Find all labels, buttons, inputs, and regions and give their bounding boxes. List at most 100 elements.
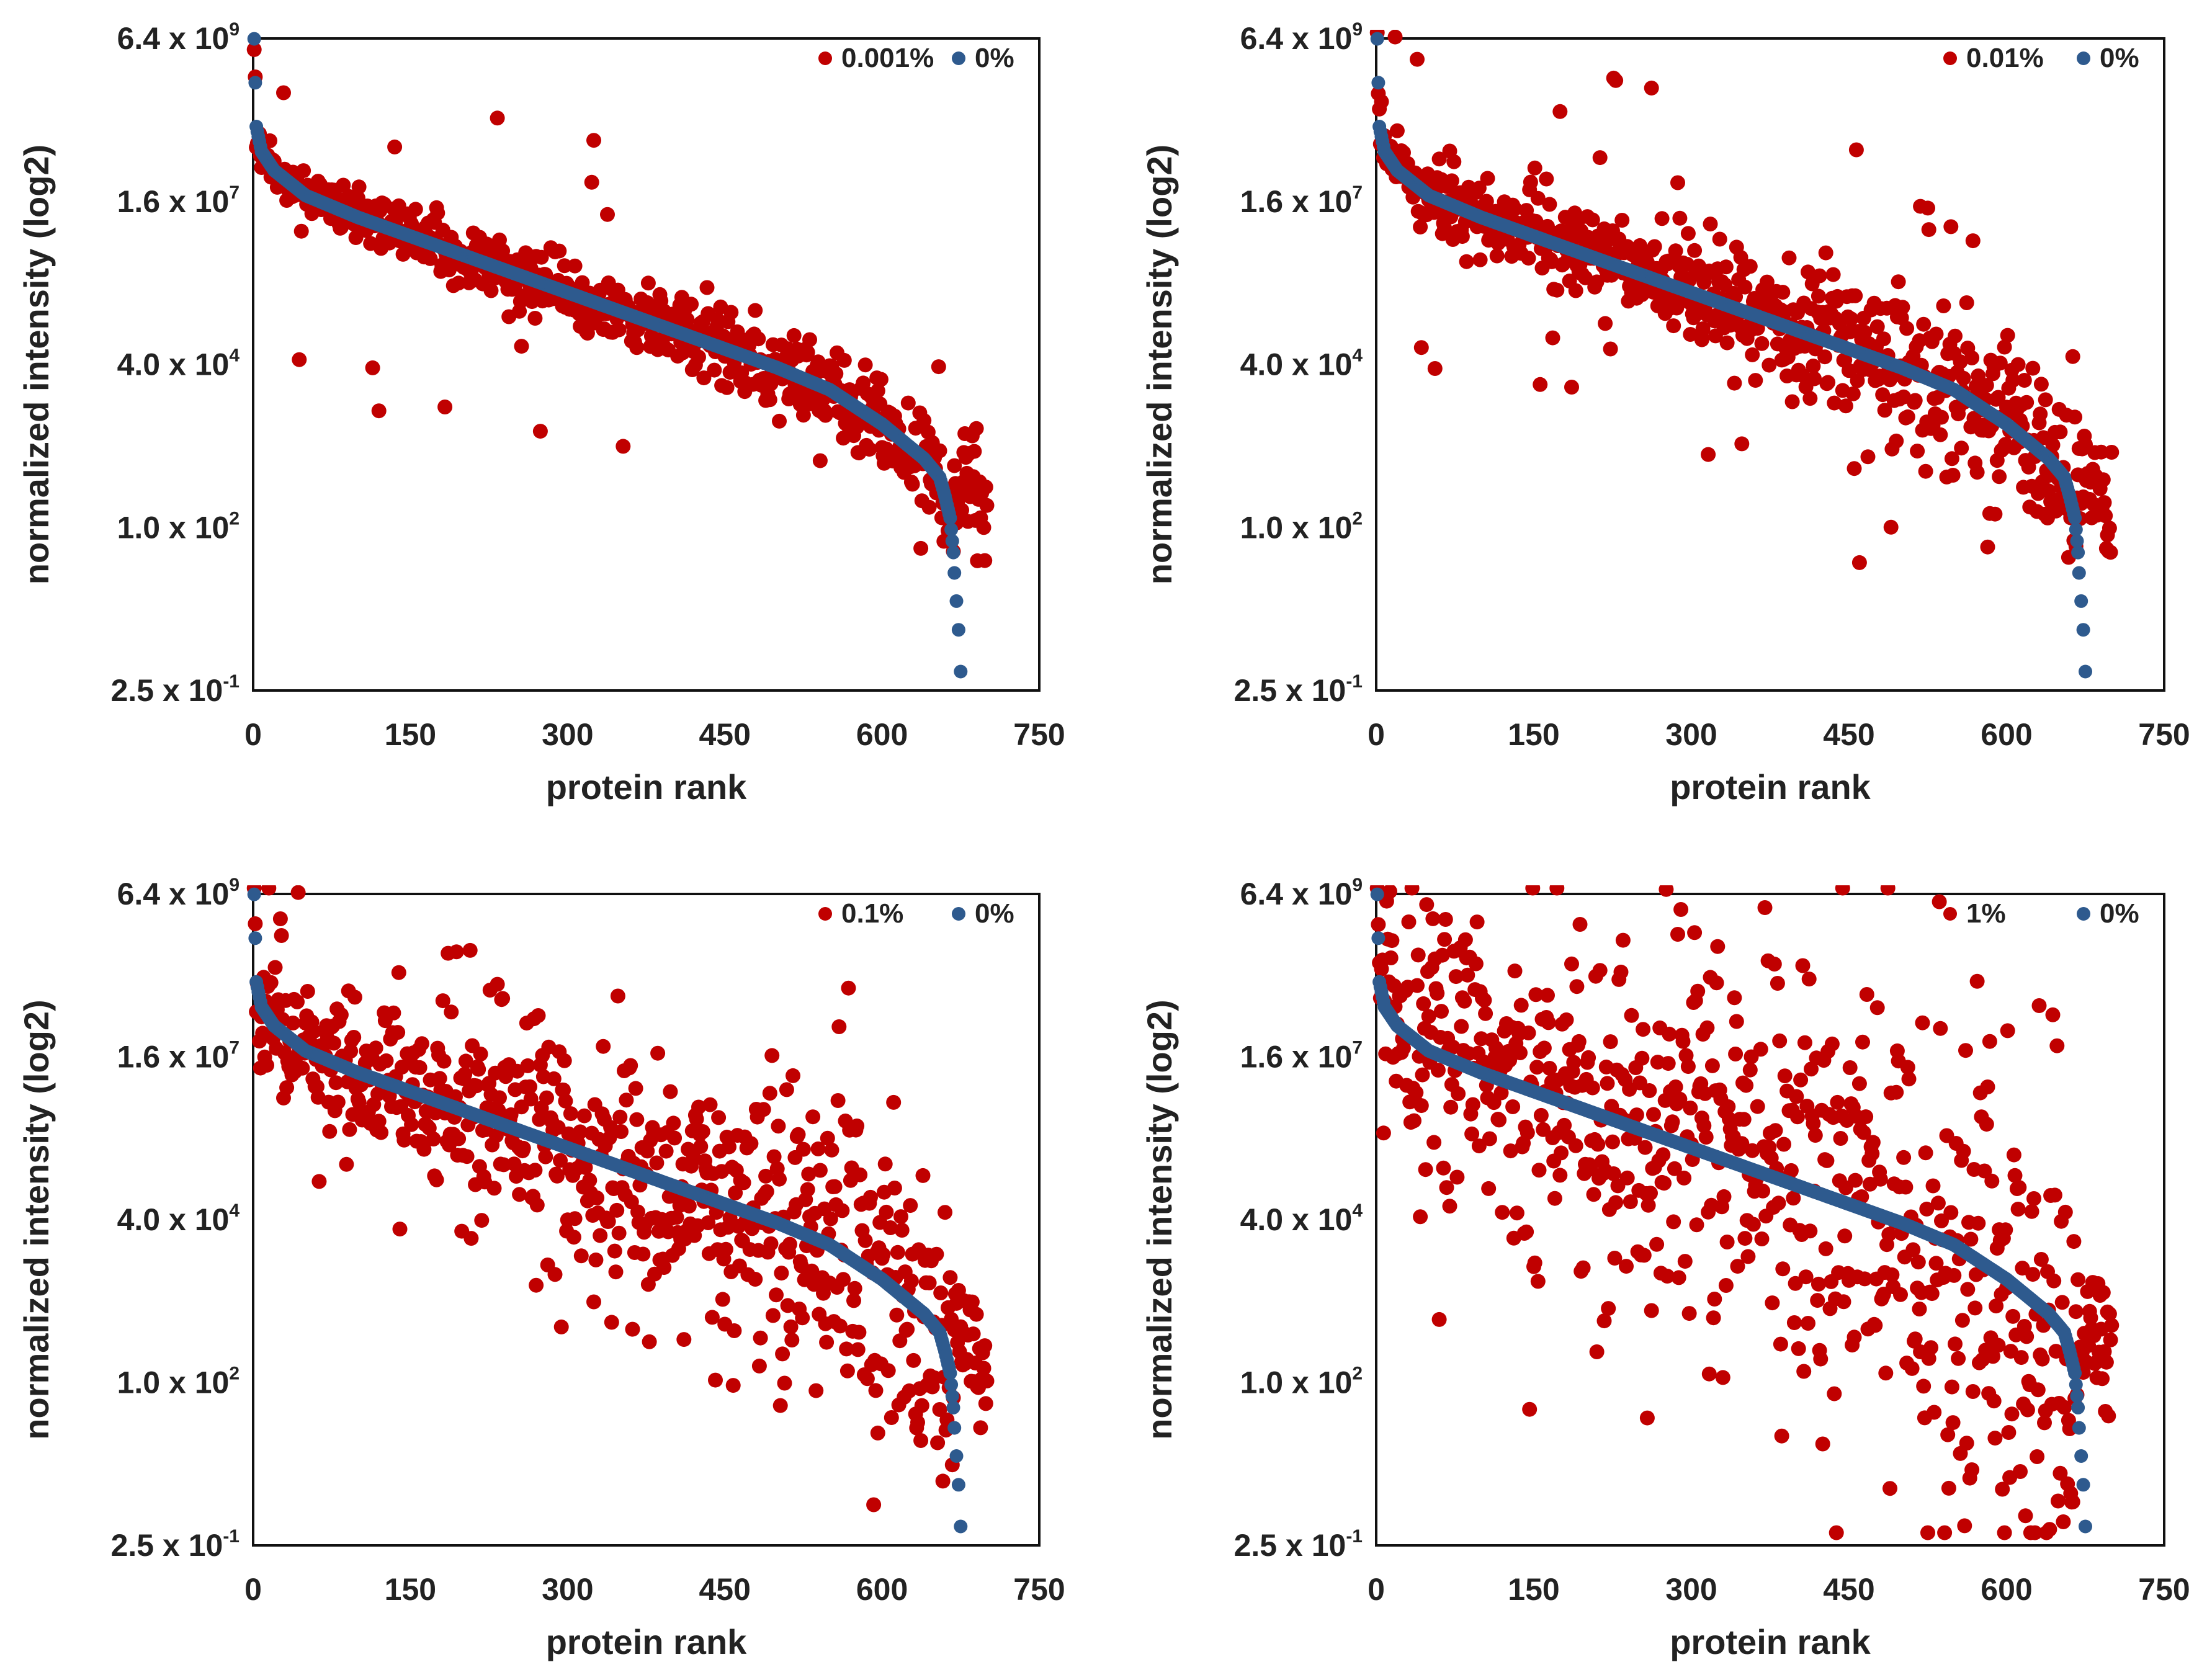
scatter-point-1%: [1600, 1076, 1615, 1091]
y-tick-label: 4.0 x 104: [1240, 346, 1363, 382]
scatter-point-1%: [1813, 1351, 1829, 1367]
scatter-point-1%: [1944, 1379, 1959, 1395]
scatter-point-0.001%: [567, 258, 583, 274]
scatter-point-1%: [1958, 1043, 1973, 1058]
scatter-point-1%: [1426, 1135, 1442, 1150]
scatter-point-0.1%: [764, 1048, 780, 1063]
scatter-point-0.1%: [835, 1203, 850, 1218]
scatter-point-0.1%: [711, 1110, 727, 1125]
scatter-point-0.001%: [921, 499, 937, 515]
scatter-point-1%: [1948, 1336, 1963, 1352]
scatter-point-1%: [1687, 925, 1703, 941]
scatter-point-0.001%: [772, 413, 787, 429]
legend-marker: [952, 907, 965, 921]
scatter-point-1%: [1716, 1189, 1732, 1204]
scatter-point-1%: [2027, 1525, 2043, 1540]
scatter-point-1%: [1439, 1180, 1454, 1195]
scatter-point-1%: [1833, 1131, 1848, 1146]
scatter-point-1%: [1557, 1117, 1572, 1133]
scatter-point-1%: [1919, 1201, 1935, 1217]
scatter-point-0.01%: [1992, 469, 2007, 485]
scatter-point-0.1%: [930, 1435, 946, 1450]
scatter-point-1%: [1786, 1191, 1801, 1206]
scatter-point-1%: [1727, 990, 1742, 1006]
scatter-point-0.1%: [567, 1211, 583, 1226]
scatter-point-1%: [1536, 1040, 1552, 1056]
scatter-point-0.01%: [1680, 226, 1696, 241]
x-tick-label: 300: [542, 717, 593, 752]
scatter-point-0.01%: [1521, 251, 1536, 266]
scatter-point-0.01%: [1578, 270, 1593, 285]
scatter-point-0.1%: [784, 1333, 800, 1347]
scatter-point-1%: [1566, 1055, 1582, 1070]
scatter-point-1%: [2013, 1464, 2028, 1479]
scatter-point-0.1%: [259, 1058, 274, 1073]
scatter-point-1%: [1986, 1393, 2002, 1409]
scatter-point-0.01%: [1860, 449, 1876, 465]
scatter-point-1%: [2030, 1449, 2045, 1464]
legend-label: 0%: [975, 43, 1014, 73]
scatter-point-0.1%: [351, 1094, 367, 1110]
scatter-point-1%: [1448, 969, 1464, 985]
scatter-point-1%: [2049, 1038, 2065, 1053]
scatter-point-1%: [1442, 1199, 1457, 1214]
scatter-point-0.1%: [915, 1168, 931, 1183]
scatter-point-1%: [1522, 1401, 1538, 1417]
scatter-point-0.01%: [1672, 210, 1688, 226]
scatter-point-1%: [1729, 1014, 1744, 1029]
scatter-point-0.1%: [629, 1112, 645, 1127]
scatter-point-0.1%: [769, 1287, 784, 1303]
scatter-point-0.001%: [802, 332, 817, 347]
scatter-point-0.1%: [795, 1142, 811, 1157]
scatter-point-1%: [1425, 911, 1441, 926]
scatter-point-0.1%: [328, 1075, 344, 1091]
scatter-point-1%: [1680, 1059, 1696, 1075]
scatter-point-1%: [1641, 1197, 1656, 1213]
scatter-point-1%: [1699, 1020, 1715, 1035]
scatter-point-0.01%: [1877, 403, 1892, 418]
scatter-point-0.1%: [549, 1168, 565, 1184]
scatter-point-0%: [248, 931, 262, 945]
scatter-point-1%: [1672, 1091, 1688, 1107]
scatter-point-1%: [1698, 1130, 1714, 1145]
scatter-point-0.1%: [429, 1172, 444, 1187]
scatter-point-0.1%: [488, 1128, 504, 1143]
scatter-point-0.001%: [800, 345, 815, 360]
scatter-point-0%: [943, 1366, 957, 1380]
scatter-point-0.1%: [426, 1132, 441, 1146]
scatter-point-0%: [947, 1421, 962, 1435]
scatter-point-0.01%: [1647, 239, 1662, 254]
scatter-point-0.1%: [604, 1315, 619, 1330]
scatter-point-0.001%: [534, 249, 549, 265]
scatter-point-1%: [1865, 1135, 1881, 1150]
scatter-point-0.1%: [964, 1294, 980, 1310]
scatter-point-1%: [2004, 1406, 2020, 1422]
scatter-point-1%: [1783, 1163, 1799, 1178]
scatter-point-0.01%: [1820, 375, 1836, 390]
scatter-point-0.001%: [371, 403, 387, 419]
scatter-point-0.01%: [1742, 259, 1758, 274]
scatter-point-0.01%: [2045, 437, 2061, 453]
scatter-point-0.1%: [669, 1210, 684, 1225]
scatter-point-1%: [1572, 917, 1588, 932]
scatter-point-1%: [1471, 1138, 1487, 1154]
y-tick-label: 1.6 x 107: [1240, 182, 1363, 219]
scatter-point-1%: [1683, 1101, 1698, 1115]
scatter-point-1%: [1920, 1525, 1935, 1540]
scatter-point-0.01%: [1918, 463, 1933, 479]
scatter-point-0.1%: [800, 1182, 815, 1197]
scatter-point-0.01%: [2053, 424, 2068, 440]
scatter-point-1%: [1437, 932, 1453, 947]
scatter-point-0.01%: [2104, 445, 2120, 460]
scatter-point-0.01%: [1883, 519, 1899, 535]
scatter-point-1%: [1945, 1415, 1961, 1431]
scatter-point-1%: [1857, 1271, 1873, 1287]
scatter-point-0.001%: [969, 421, 984, 436]
scatter-point-1%: [1575, 1260, 1591, 1276]
scatter-point-0.1%: [906, 1352, 921, 1368]
scatter-point-1%: [1454, 1019, 1469, 1034]
scatter-point-0.01%: [1851, 555, 1867, 570]
scatter-point-0.1%: [884, 1410, 899, 1425]
scatter-point-0.001%: [976, 520, 992, 535]
scatter-point-0.1%: [866, 1497, 882, 1512]
